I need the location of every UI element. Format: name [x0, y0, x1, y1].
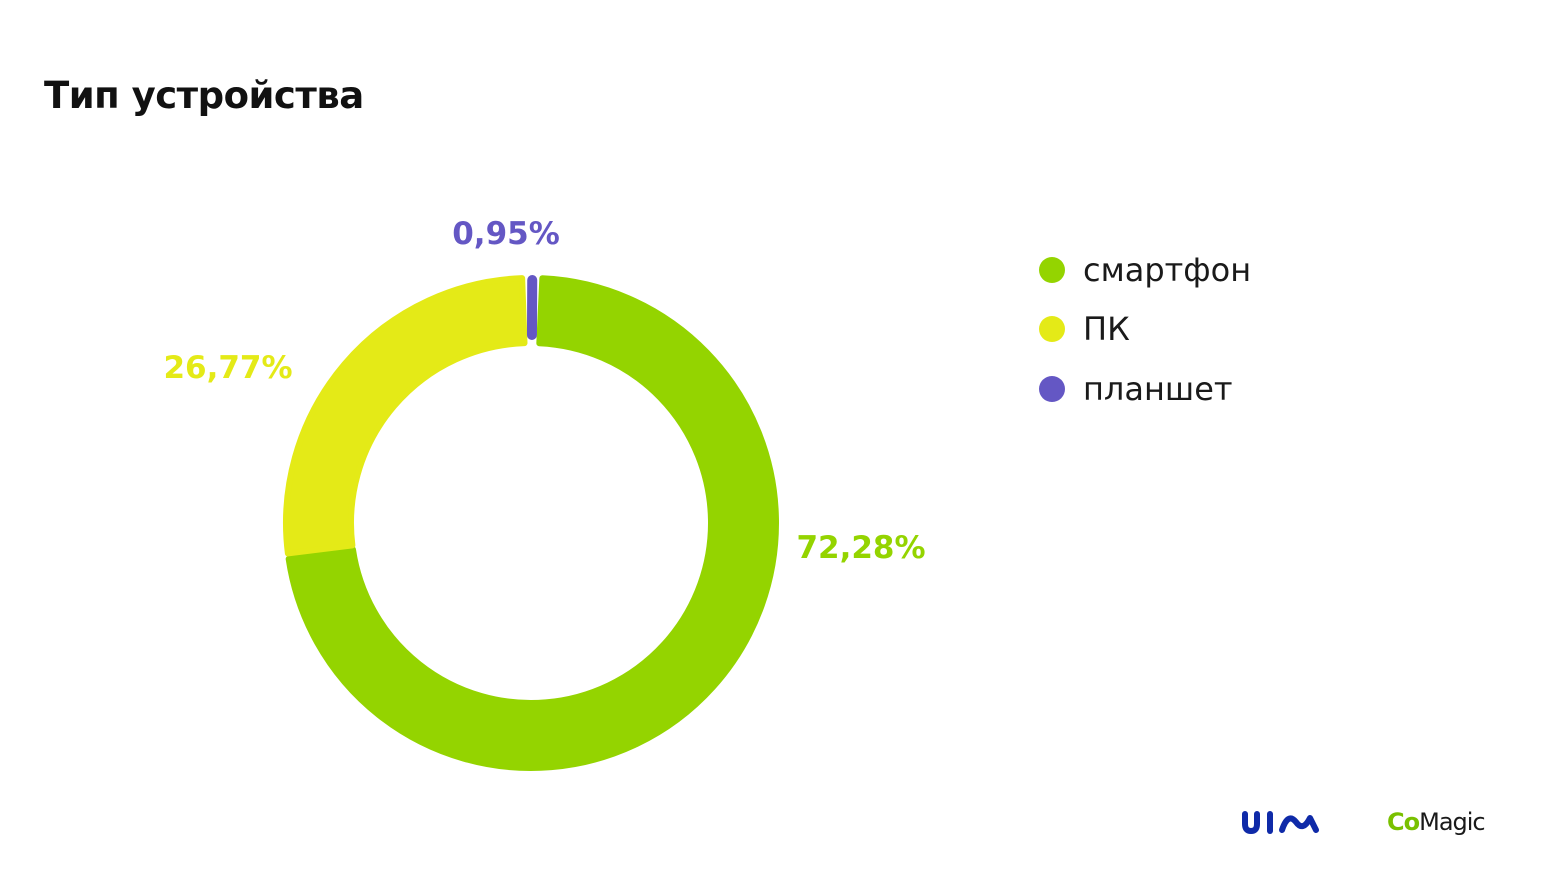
donut-slice-pc — [283, 275, 528, 557]
legend-dot-icon — [1039, 316, 1065, 343]
donut-label-smartphone: 72,28% — [796, 530, 925, 566]
legend-dot-icon — [1039, 375, 1065, 402]
donut-label-tablet: 0,95% — [452, 216, 560, 252]
donut-slice-smartphone — [285, 275, 779, 771]
donut-label-pc: 26,77% — [163, 350, 292, 386]
page-title: Тип устройства — [44, 74, 364, 117]
footer-logos: CoMagic — [1240, 800, 1500, 850]
uis-logo-icon — [1242, 811, 1319, 835]
legend-label: ПК — [1083, 310, 1130, 349]
donut-value-labels: 72,28% 26,77% 0,95% — [163, 216, 925, 566]
legend-label: планшет — [1083, 369, 1233, 408]
legend-dot-icon — [1039, 256, 1065, 283]
legend-item-pc: ПК — [1039, 300, 1251, 360]
legend-item-tablet: планшет — [1039, 359, 1251, 419]
chart-legend: смартфон ПК планшет — [1039, 240, 1251, 419]
donut-slices — [283, 275, 779, 771]
legend-item-smartphone: смартфон — [1039, 240, 1251, 300]
comagic-logo: CoMagic — [1387, 808, 1486, 836]
legend-label: смартфон — [1083, 250, 1252, 289]
